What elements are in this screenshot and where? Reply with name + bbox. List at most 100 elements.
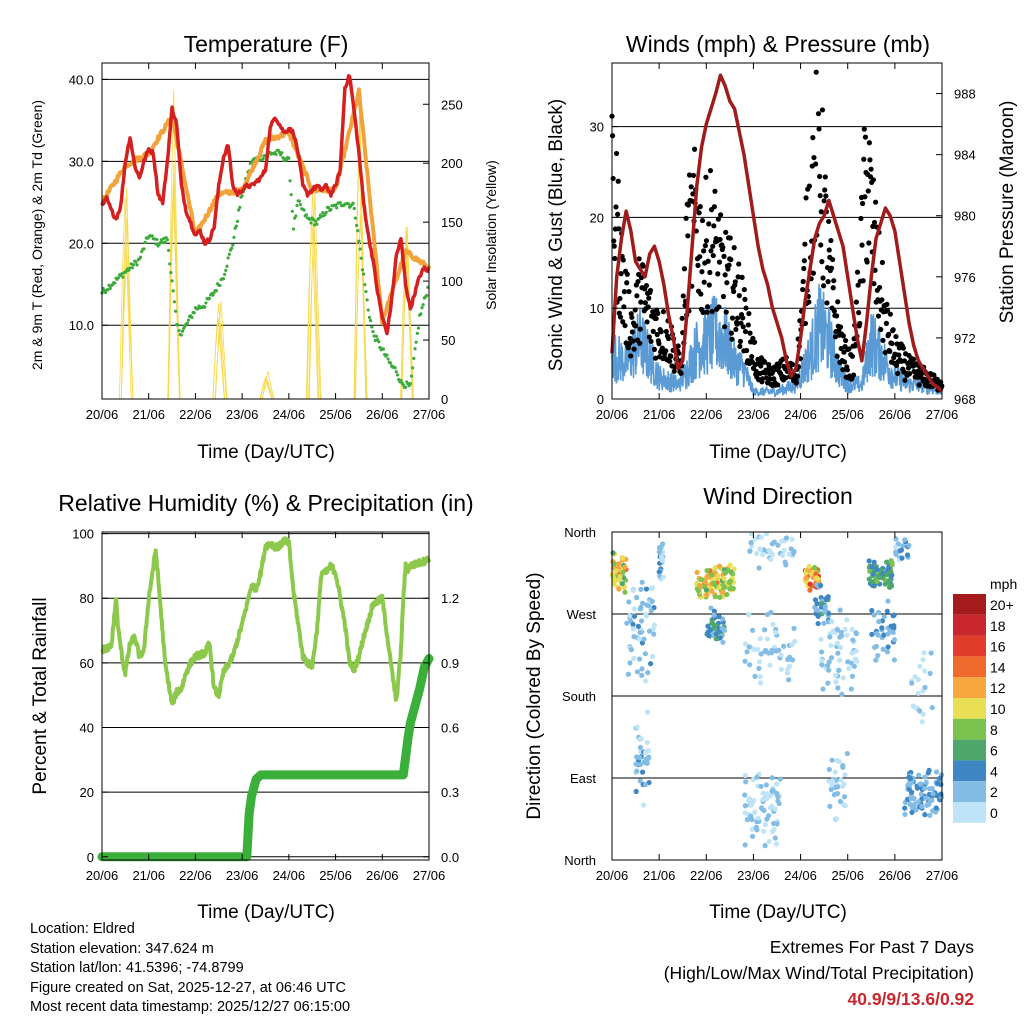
gust-point [771,376,777,382]
direction-point [758,651,764,657]
direction-point [828,642,834,648]
direction-point [770,621,776,627]
created-text: Figure created on Sat, 2025-12-27, at 06… [30,979,346,996]
gust-point [642,300,648,306]
direction-point [927,812,933,818]
dewpoint-point [354,223,359,228]
direction-point [773,781,780,787]
gust-point [830,285,836,291]
y-tick-label: 20.0 [69,236,94,251]
gust-point [838,345,844,352]
direction-point [715,573,721,579]
direction-point [711,608,718,614]
direction-point [642,678,649,684]
direction-point [807,587,813,593]
y-tick-label: 10 [590,301,604,316]
direction-point [827,803,833,809]
gust-point [817,173,823,180]
gust-point [624,271,630,277]
direction-point [642,782,648,788]
direction-point [754,550,760,557]
dewpoint-point [176,323,180,327]
gust-point [640,263,646,269]
dewpoint-point [289,193,293,197]
direction-point [766,838,772,844]
direction-point [834,640,841,646]
gust-point [632,307,638,313]
legend-label: 16 [990,639,1006,655]
gust-point [813,161,819,167]
direction-point [637,629,643,636]
direction-point [705,629,711,635]
gust-point [862,194,868,200]
direction-point [713,636,719,642]
dewpoint-point [315,222,319,226]
direction-point [922,785,928,791]
direction-point [649,585,656,591]
direction-point [730,571,736,577]
gust-point [720,244,726,250]
gust-point [656,341,662,347]
direction-point [637,656,643,662]
direction-point [721,576,727,582]
direction-point [826,766,832,773]
direction-point [813,571,819,577]
direction-point [888,583,895,589]
gust-point [793,380,800,386]
x-tick-label: 24/06 [784,407,817,422]
gust-point [700,309,706,315]
direction-point [631,606,637,612]
gust-point [743,305,749,311]
gust-point [747,330,753,336]
dewpoint-point [165,238,169,242]
direction-point [717,635,723,641]
gust-point [663,348,669,354]
direction-point [638,618,645,624]
gust-point [816,126,822,132]
gust-point [802,241,808,247]
gust-point [815,111,822,117]
dewpoint-point [143,240,147,244]
wind-direction-y-axis-label: Direction (Colored By Speed) [524,572,545,819]
direction-point [882,581,888,587]
direction-point [769,788,775,794]
direction-point [711,612,717,618]
gust-point [871,281,877,287]
direction-point [762,647,769,654]
direction-point [788,546,794,552]
gust-point [818,209,824,215]
gust-point [841,359,848,365]
gust-point [721,253,727,259]
direction-point [881,632,887,638]
direction-point [853,648,859,654]
gust-point [886,331,892,337]
dewpoint-point [150,234,154,238]
direction-point [872,644,878,650]
direction-point [694,569,700,575]
direction-point [719,625,725,631]
dewpoint-point [393,366,397,370]
direction-point [784,670,791,676]
gust-point [663,328,669,335]
legend-label: 2 [990,784,998,800]
direction-point [888,623,894,629]
direction-point [922,668,928,674]
gust-point [831,278,837,284]
dewpoint-point [224,268,228,272]
dewpoint-point [196,307,200,311]
direction-point [626,613,633,619]
dewpoint-point [287,156,291,160]
gust-point [837,324,844,330]
legend-label: 10 [990,701,1006,717]
direction-point [776,800,782,807]
gust-point [634,293,640,299]
dewpoint-point [169,271,173,275]
legend-swatch [953,739,986,761]
direction-point [631,655,637,662]
x-tick-label: 23/06 [226,407,259,422]
gust-point [741,286,747,293]
dewpoint-point [326,205,331,210]
gust-point [711,223,717,229]
y-tick-label: 100 [72,527,94,542]
direction-point [742,772,748,779]
